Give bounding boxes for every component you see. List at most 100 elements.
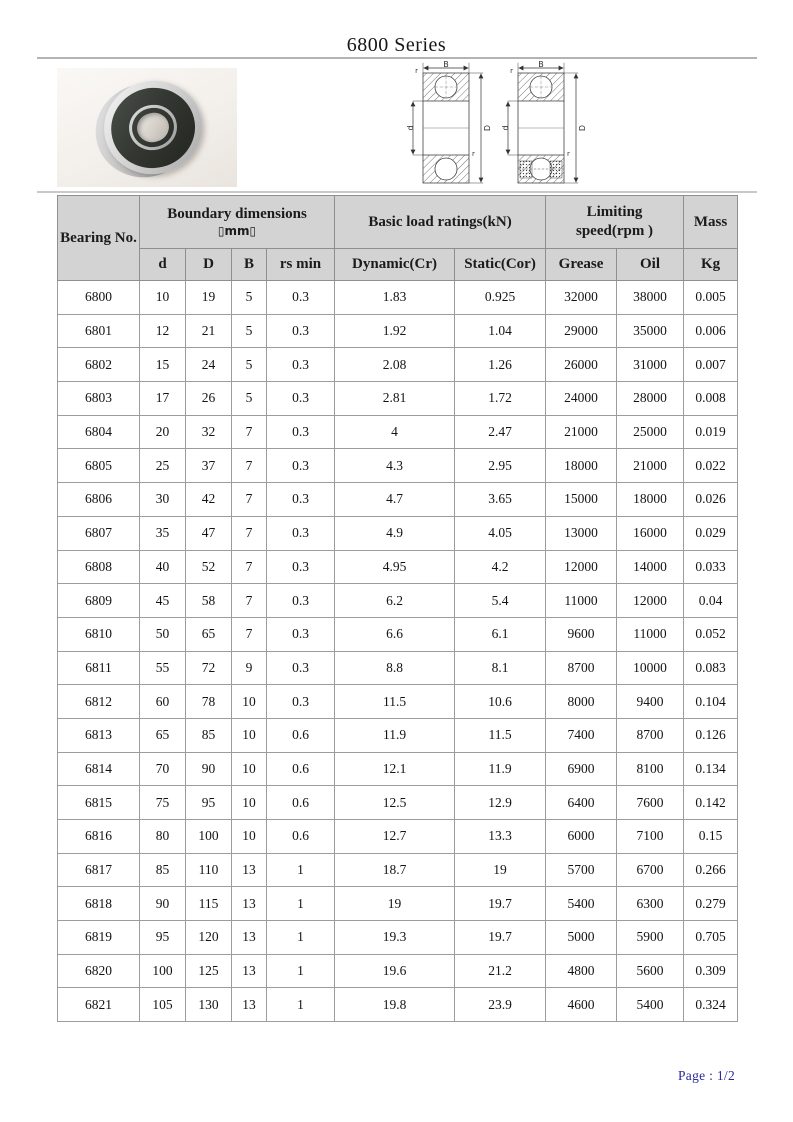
table-cell: 5 (231, 313, 267, 349)
table-cell: 72 (185, 650, 232, 686)
bearing-no-cell: 6810 (57, 616, 140, 652)
table-cell: 19 (334, 886, 456, 922)
table-header: Bearing No. Boundary dimensions ▯mm▯ Bas… (57, 195, 739, 281)
dim-label-d: d (501, 125, 510, 130)
table-cell: 4800 (545, 953, 618, 989)
table-cell: 2.47 (454, 414, 547, 450)
table-cell: 7 (231, 414, 267, 450)
limiting-speed-line1: Limiting (586, 204, 643, 221)
col-header-rs-min: rs min (265, 248, 336, 281)
table-cell: 19 (185, 280, 232, 315)
table-cell: 6.6 (334, 616, 456, 652)
table-cell: 42 (185, 482, 232, 517)
table-cell: 0.019 (683, 414, 739, 450)
col-group-mass: Mass (683, 195, 739, 249)
table-cell: 0.3 (265, 347, 336, 383)
table-cell: 12.9 (454, 785, 547, 820)
radius-label-r: r (415, 67, 418, 75)
bearing-no-cell: 6814 (57, 751, 140, 787)
table-cell: 90 (185, 751, 232, 787)
table-cell: 65 (139, 717, 186, 753)
table-cell: 70 (139, 751, 186, 787)
table-cell: 0.3 (265, 549, 336, 585)
table-cell: 10 (231, 819, 267, 854)
table-cell: 9600 (545, 616, 618, 652)
table-cell: 1.04 (454, 313, 547, 349)
table-cell: 9400 (616, 684, 685, 719)
table-cell: 19.6 (334, 953, 456, 989)
table-row: 6815 75 95 10 0.6 12.5 12.9 6400 7600 0.142 (57, 785, 739, 820)
bearing-no-cell: 6807 (57, 515, 140, 551)
table-row: 6808 40 52 7 0.3 4.95 4.2 12000 14000 0.033 (57, 549, 739, 585)
table-cell: 7 (231, 583, 267, 618)
table-cell: 7 (231, 616, 267, 652)
limiting-speed-line2: speed(rpm ) (575, 223, 654, 239)
bearing-no-cell: 6820 (57, 953, 140, 989)
header-row-sub: d D B rs min Dynamic(Cr) Static(Cor) Gre… (58, 248, 739, 281)
table-row: 6812 60 78 10 0.3 11.5 10.6 8000 9400 0.104 (57, 684, 739, 719)
col-group-basic-load-ratings: Basic load ratings(kN) (334, 195, 547, 249)
table-cell: 1.72 (454, 381, 547, 416)
table-cell: 0.029 (683, 515, 739, 551)
table-cell: 13000 (545, 515, 618, 551)
table-cell: 35 (139, 515, 186, 551)
table-cell: 0.022 (683, 448, 739, 484)
table-row: 6804 20 32 7 0.3 4 2.47 21000 25000 0.019 (57, 414, 739, 450)
col-header-D: D (185, 248, 232, 281)
table-row: 6800 10 19 5 0.3 1.83 0.925 32000 38000 0.005 (57, 280, 739, 315)
table-cell: 47 (185, 515, 232, 551)
divider-top (37, 57, 757, 59)
table-cell: 95 (185, 785, 232, 820)
table-row: 6805 25 37 7 0.3 4.3 2.95 18000 21000 0.022 (57, 448, 739, 484)
table-cell: 1.83 (334, 280, 456, 315)
table-cell: 5 (231, 381, 267, 416)
table-cell: 5600 (616, 953, 685, 989)
col-header-static-cor: Static(Cor) (454, 248, 547, 281)
table-cell: 2.95 (454, 448, 547, 484)
table-cell: 20 (139, 414, 186, 450)
table-cell: 10.6 (454, 684, 547, 719)
table-cell: 24 (185, 347, 232, 383)
bearing-no-cell: 6816 (57, 819, 140, 854)
table-cell: 1 (265, 920, 336, 955)
table-cell: 0.126 (683, 717, 739, 753)
table-cell: 21.2 (454, 953, 547, 989)
table-cell: 11.9 (334, 717, 456, 753)
table-cell: 5000 (545, 920, 618, 955)
table-row: 6818 90 115 13 1 19 19.7 5400 6300 0.279 (57, 886, 739, 922)
table-cell: 10 (231, 785, 267, 820)
bearing-no-cell: 6801 (57, 313, 140, 349)
table-cell: 0.007 (683, 347, 739, 383)
table-cell: 26 (185, 381, 232, 416)
table-cell: 6300 (616, 886, 685, 922)
table-cell: 12000 (545, 549, 618, 585)
table-cell: 17 (139, 381, 186, 416)
table-cell: 55 (139, 650, 186, 686)
table-cell: 5.4 (454, 583, 547, 618)
table-cell: 35000 (616, 313, 685, 349)
table-cell: 23.9 (454, 987, 547, 1023)
bearing-no-cell: 6806 (57, 482, 140, 517)
diagram-sealed-bearing: B d D r r (501, 60, 587, 184)
table-cell: 7400 (545, 717, 618, 753)
bearing-no-cell: 6818 (57, 886, 140, 922)
table-row: 6809 45 58 7 0.3 6.2 5.4 11000 12000 0.04 (57, 583, 739, 618)
table-cell: 120 (185, 920, 232, 955)
bearing-no-cell: 6819 (57, 920, 140, 955)
table-cell: 15 (139, 347, 186, 383)
table-cell: 0.052 (683, 616, 739, 652)
dim-label-B: B (538, 61, 544, 69)
table-cell: 25000 (616, 414, 685, 450)
table-cell: 2.81 (334, 381, 456, 416)
table-cell: 1 (265, 886, 336, 922)
table-cell: 5 (231, 280, 267, 315)
table-cell: 18000 (545, 448, 618, 484)
table-cell: 0.006 (683, 313, 739, 349)
table-cell: 5400 (616, 987, 685, 1023)
dim-label-B: B (443, 61, 449, 69)
table-cell: 45 (139, 583, 186, 618)
table-cell: 21 (185, 313, 232, 349)
table-cell: 100 (139, 953, 186, 989)
table-cell: 0.083 (683, 650, 739, 686)
